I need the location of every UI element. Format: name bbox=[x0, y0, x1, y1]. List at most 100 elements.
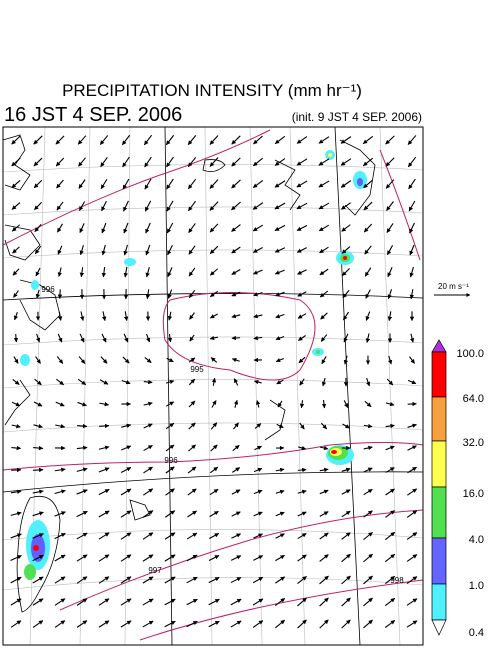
wind-arrow bbox=[101, 222, 107, 234]
wind-arrow bbox=[143, 423, 153, 429]
wind-arrow bbox=[121, 423, 132, 428]
wind-arrow bbox=[343, 355, 349, 365]
wind-arrow bbox=[320, 422, 328, 430]
wind-arrow bbox=[341, 224, 351, 232]
wind-arrow bbox=[384, 531, 396, 541]
wind-arrow bbox=[274, 202, 286, 210]
wind-arrow bbox=[100, 157, 108, 167]
wind-arrow bbox=[10, 489, 22, 494]
wind-arrow bbox=[32, 511, 44, 517]
wind-arrow bbox=[55, 401, 65, 407]
wind-arrow bbox=[209, 335, 218, 341]
wind-arrow bbox=[167, 267, 173, 277]
wind-arrow bbox=[120, 554, 132, 562]
wind-arrow bbox=[319, 619, 329, 629]
wind-arrow bbox=[56, 179, 64, 189]
wind-arrow bbox=[231, 511, 241, 517]
wind-arrow bbox=[32, 467, 44, 473]
wind-arrow bbox=[275, 357, 284, 363]
wind-arrow bbox=[188, 245, 196, 255]
wind-arrow bbox=[231, 135, 241, 145]
wind-arrow bbox=[297, 489, 307, 494]
coastlines bbox=[2, 134, 376, 613]
wind-arrow bbox=[79, 223, 85, 234]
wind-arrow bbox=[56, 223, 64, 233]
wind-arrow bbox=[34, 245, 42, 255]
wind-arrow bbox=[54, 554, 66, 562]
wind-arrow bbox=[363, 619, 373, 629]
wind-arrow bbox=[231, 269, 241, 275]
valid-time: 16 JST 4 SEP. 2006 bbox=[4, 104, 182, 126]
wind-arrow bbox=[98, 554, 110, 562]
wind-arrow bbox=[341, 467, 351, 472]
wind-arrow bbox=[319, 445, 329, 451]
wind-arrow bbox=[187, 488, 197, 496]
wind-arrow bbox=[188, 400, 196, 408]
wind-arrow bbox=[363, 201, 373, 211]
wind-arrow bbox=[406, 554, 418, 562]
wind-arrow bbox=[342, 267, 350, 277]
colorbar-label: 4.0 bbox=[469, 534, 484, 546]
wind-arrow bbox=[33, 424, 43, 429]
wind-arrow bbox=[100, 356, 108, 364]
wind-arrow bbox=[318, 180, 330, 188]
wind-arrow bbox=[164, 598, 176, 606]
wind-arrow bbox=[76, 532, 88, 540]
wind-arrow bbox=[210, 357, 218, 363]
wind-arrow bbox=[363, 179, 373, 189]
wind-arrow bbox=[385, 445, 395, 451]
wind-arrow bbox=[11, 401, 21, 407]
wind-arrow bbox=[254, 423, 262, 429]
wind-arrow bbox=[365, 311, 371, 321]
wind-arrow bbox=[409, 356, 415, 364]
wind-arrow bbox=[363, 223, 373, 233]
colorbar-label: 64.0 bbox=[463, 393, 484, 405]
wind-arrow bbox=[406, 510, 418, 518]
wind-arrow bbox=[340, 180, 352, 188]
wind-arrow bbox=[384, 597, 396, 607]
wind-arrow bbox=[208, 598, 220, 606]
wind-arrow bbox=[209, 532, 220, 540]
wind-arrow bbox=[35, 289, 41, 299]
wind-arrow bbox=[32, 533, 44, 539]
wind-arrow bbox=[386, 201, 394, 211]
wind-arrow bbox=[186, 532, 198, 540]
wind-arrow bbox=[253, 157, 263, 167]
wind-arrow bbox=[33, 179, 43, 189]
colorbar-label: 16.0 bbox=[463, 488, 484, 500]
wind-arrow bbox=[143, 379, 153, 385]
wind-arrow bbox=[187, 178, 197, 190]
wind-arrow bbox=[186, 620, 198, 628]
wind-arrow bbox=[80, 311, 85, 321]
wind-arrow bbox=[252, 576, 264, 584]
wind-arrow bbox=[407, 156, 417, 168]
map-frame bbox=[2, 126, 424, 646]
wind-arrow bbox=[32, 620, 44, 628]
wind-arrow bbox=[79, 267, 85, 278]
wind-arrow bbox=[167, 289, 173, 299]
wind-arrow bbox=[78, 157, 86, 167]
wind-arrow bbox=[231, 201, 241, 211]
wind-arrow bbox=[143, 401, 153, 407]
wind-arrow bbox=[296, 224, 308, 232]
wind-arrow bbox=[189, 334, 195, 342]
wind-arrow bbox=[32, 598, 44, 606]
wind-arrow bbox=[230, 576, 242, 584]
wind-arrow bbox=[384, 575, 396, 585]
wind-arrow bbox=[99, 423, 110, 429]
wind-arrow bbox=[120, 598, 132, 606]
wind-arrow bbox=[385, 510, 395, 518]
major-graticule bbox=[2, 126, 424, 646]
wind-arrow bbox=[253, 135, 263, 145]
wind-arrow bbox=[57, 267, 62, 277]
wind-arrow bbox=[33, 401, 43, 407]
wind-arrow bbox=[231, 313, 241, 319]
wind-arrow bbox=[99, 379, 109, 385]
wind-arrow bbox=[209, 313, 218, 319]
wind-arrow bbox=[98, 598, 110, 606]
wind-arrow bbox=[407, 379, 417, 385]
wind-arrow bbox=[253, 511, 263, 517]
wind-arrow bbox=[10, 620, 22, 628]
wind-arrow bbox=[13, 312, 19, 321]
wind-arrow bbox=[142, 532, 154, 540]
